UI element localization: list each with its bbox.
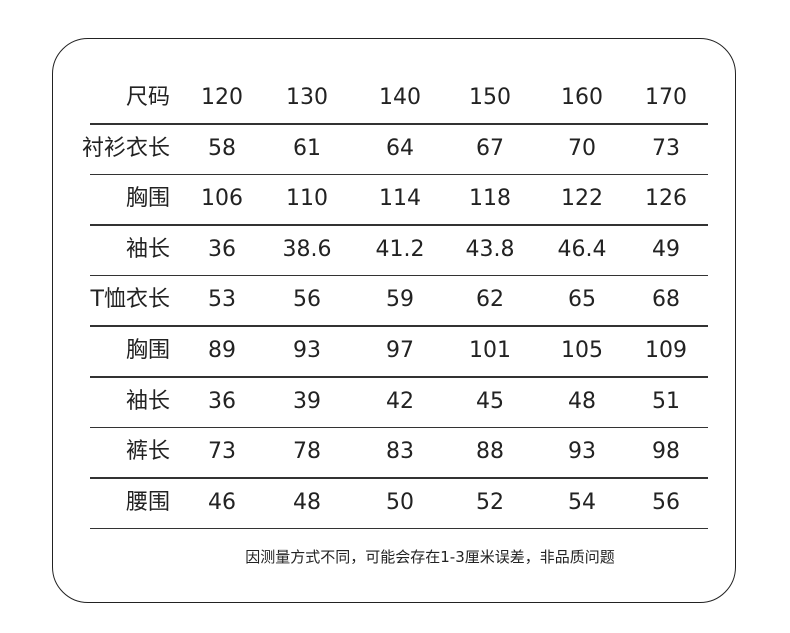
table-cell: 126 bbox=[645, 186, 687, 212]
row-label: 袖长 bbox=[125, 388, 170, 414]
table-cell: 73 bbox=[208, 439, 236, 465]
measurement-note: 因测量方式不同，可能会存在1-3厘米误差，非品质问题 bbox=[245, 548, 615, 566]
row-divider bbox=[90, 325, 708, 327]
chart-border bbox=[52, 38, 736, 603]
table-cell: 46 bbox=[208, 489, 236, 515]
table-cell: 93 bbox=[568, 439, 596, 465]
table-row: 胸围 106 110 114 118 122 126 bbox=[0, 174, 790, 224]
table-cell: 39 bbox=[293, 388, 321, 414]
table-cell: 78 bbox=[293, 439, 321, 465]
table-cell: 50 bbox=[386, 489, 414, 515]
table-cell: 130 bbox=[286, 85, 328, 110]
table-cell: 106 bbox=[201, 186, 243, 212]
table-cell: 36 bbox=[208, 388, 236, 414]
table-cell: 56 bbox=[652, 489, 680, 515]
table-cell: 105 bbox=[561, 338, 603, 363]
table-cell: 65 bbox=[568, 287, 596, 313]
row-label: T恤衣长 bbox=[90, 287, 170, 313]
table-row: 腰围 46 48 50 52 54 56 bbox=[0, 478, 790, 528]
row-label: 腰围 bbox=[125, 489, 170, 515]
table-cell: 46.4 bbox=[557, 236, 607, 262]
row-divider bbox=[90, 173, 708, 176]
table-cell: 118 bbox=[469, 186, 511, 212]
table-row: 袖长 36 39 42 45 48 51 bbox=[0, 377, 790, 427]
table-cell: 110 bbox=[286, 186, 328, 212]
table-cell: 93 bbox=[293, 338, 321, 363]
table-cell: 70 bbox=[568, 135, 596, 161]
table-cell: 41.2 bbox=[375, 236, 425, 262]
table-cell: 48 bbox=[568, 388, 596, 414]
table-cell: 109 bbox=[645, 338, 687, 363]
row-label: 胸围 bbox=[125, 186, 170, 212]
table-cell: 38.6 bbox=[282, 236, 332, 262]
table-cell: 49 bbox=[652, 236, 680, 262]
row-label: 尺码 bbox=[125, 85, 170, 110]
table-cell: 88 bbox=[476, 439, 504, 465]
row-label: 裤长 bbox=[125, 439, 170, 465]
row-label: 袖长 bbox=[125, 236, 170, 262]
table-cell: 98 bbox=[652, 439, 680, 465]
table-cell: 83 bbox=[386, 439, 414, 465]
table-cell: 67 bbox=[476, 135, 504, 161]
header-row: 尺码 120 130 140 150 160 170 bbox=[0, 73, 790, 123]
row-divider bbox=[90, 477, 708, 479]
table-cell: 122 bbox=[561, 186, 603, 212]
table-cell: 120 bbox=[201, 85, 243, 110]
table-cell: 140 bbox=[379, 85, 421, 110]
table-cell: 64 bbox=[386, 135, 414, 161]
table-cell: 48 bbox=[293, 489, 321, 515]
table-cell: 53 bbox=[208, 287, 236, 313]
table-cell: 36 bbox=[208, 236, 236, 262]
table-row: 裤长 73 78 83 88 93 98 bbox=[0, 427, 790, 477]
table-cell: 45 bbox=[476, 388, 504, 414]
row-divider bbox=[90, 224, 708, 226]
table-row: 衬衫衣长 58 61 64 67 70 73 bbox=[0, 124, 790, 174]
table-cell: 58 bbox=[208, 135, 236, 161]
table-cell: 97 bbox=[386, 338, 414, 363]
table-cell: 54 bbox=[568, 489, 596, 515]
table-row: 袖长 36 38.6 41.2 43.8 46.4 49 bbox=[0, 225, 790, 275]
row-divider bbox=[90, 274, 708, 277]
row-label: 胸围 bbox=[125, 338, 170, 363]
table-cell: 52 bbox=[476, 489, 504, 515]
table-cell: 114 bbox=[379, 186, 421, 212]
table-cell: 150 bbox=[469, 85, 511, 110]
table-cell: 101 bbox=[469, 338, 511, 363]
table-cell: 51 bbox=[652, 388, 680, 414]
table-cell: 56 bbox=[293, 287, 321, 313]
table-cell: 62 bbox=[476, 287, 504, 313]
table-cell: 59 bbox=[386, 287, 414, 313]
table-cell: 89 bbox=[208, 338, 236, 363]
row-divider bbox=[90, 426, 708, 429]
table-cell: 170 bbox=[645, 85, 687, 110]
row-divider bbox=[90, 123, 708, 125]
table-row: 胸围 89 93 97 101 105 109 bbox=[0, 326, 790, 376]
row-divider bbox=[90, 376, 708, 378]
table-cell: 43.8 bbox=[465, 236, 515, 262]
row-label: 衬衫衣长 bbox=[81, 135, 170, 161]
table-cell: 68 bbox=[652, 287, 680, 313]
table-cell: 73 bbox=[652, 135, 680, 161]
table-cell: 42 bbox=[386, 388, 414, 414]
table-cell: 61 bbox=[293, 135, 321, 161]
table-row: T恤衣长 53 56 59 62 65 68 bbox=[0, 275, 790, 325]
table-cell: 160 bbox=[561, 85, 603, 110]
row-divider bbox=[90, 527, 708, 530]
